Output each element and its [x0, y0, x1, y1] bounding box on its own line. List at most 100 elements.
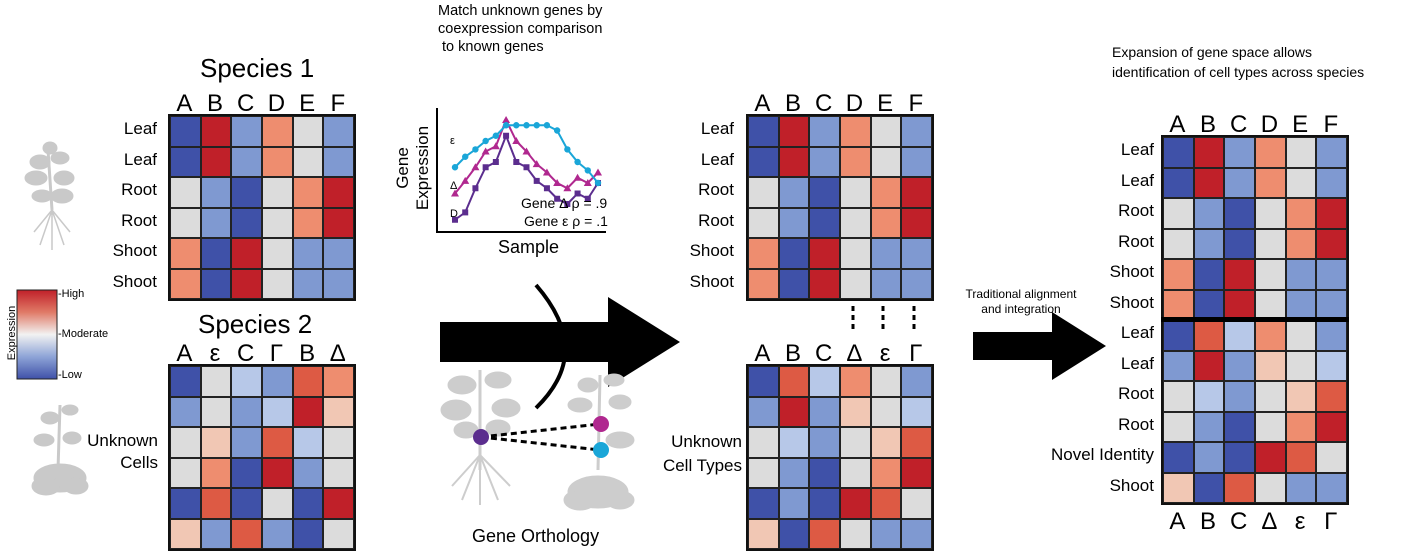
heatmap-cell [778, 427, 810, 458]
heatmap-cell [1285, 289, 1317, 320]
column-label: Δ [846, 340, 863, 367]
heatmap-cell [200, 396, 232, 427]
heatmap-cell [1163, 228, 1194, 259]
data-point [502, 122, 510, 129]
column-label: Γ [909, 340, 923, 367]
heatmap-cell [870, 207, 902, 238]
column-label: Δ [329, 340, 346, 367]
heatmap-cell [870, 238, 902, 269]
orthology-link-2 [480, 435, 601, 452]
legend-title: Expression [6, 305, 18, 361]
heatmap-cell [1254, 411, 1286, 442]
data-point [533, 177, 540, 184]
heatmap-cell [1285, 259, 1317, 290]
heatmap-cell [1316, 228, 1347, 259]
heatmap-cell [200, 366, 232, 397]
heatmap-cell [1193, 320, 1225, 351]
data-point [532, 160, 541, 168]
row-label: Shoot [1109, 292, 1154, 312]
heatmap-cell [1224, 411, 1255, 442]
heatmap-cell [901, 488, 932, 519]
plant-species1-icon [24, 141, 75, 250]
heatmap-cell [170, 457, 201, 488]
data-point [502, 116, 511, 123]
gene-eps-rho: Gene ε ρ = .1 [524, 213, 608, 229]
heatmap-cell [323, 177, 354, 208]
column-label: F [1323, 111, 1339, 138]
heatmap-cell [1163, 167, 1194, 198]
heatmap-cell [292, 518, 324, 549]
heatmap-cell [1285, 320, 1317, 351]
heatmap-cell [1316, 137, 1347, 168]
heatmap-cell [231, 238, 262, 269]
heatmap-cell [1224, 259, 1255, 290]
heatmap-cell [200, 268, 232, 299]
heatmap-cell [839, 238, 871, 269]
column-label: B [785, 340, 802, 367]
heatmap-cell [1224, 442, 1255, 473]
heatmap-cell [870, 177, 902, 208]
heatmap-cell [1193, 381, 1225, 412]
column-label: A [1169, 111, 1186, 138]
row-label: Leaf [123, 119, 157, 138]
data-point [513, 159, 520, 165]
heatmap-cell [1316, 259, 1347, 290]
heatmap-cell [809, 396, 840, 427]
data-point [472, 146, 479, 153]
plant-species2-icon [31, 404, 89, 496]
heatmap-cell [1285, 137, 1317, 168]
heatmap-cell [901, 177, 932, 208]
column-label: C [815, 340, 833, 367]
unknown-cell-types-label: Unknown Cell Types [662, 432, 742, 475]
heatmap-cell [261, 518, 293, 549]
column-label: Γ [269, 340, 284, 367]
data-point [522, 147, 531, 155]
heatmap-cell [323, 146, 354, 177]
heatmap-cell [870, 366, 902, 397]
heatmap-cell [809, 238, 840, 269]
heatmap-cell [839, 207, 871, 238]
heatmap-cell [200, 238, 232, 269]
label-delta: Δ [450, 180, 458, 192]
heatmap-cell [901, 518, 932, 549]
heatmap-cell [1285, 381, 1317, 412]
heatmap-cell [1193, 350, 1225, 381]
data-point [553, 179, 562, 186]
column-label: B [785, 90, 802, 117]
data-point [471, 163, 480, 171]
heatmap-cell [1163, 320, 1194, 351]
heatmap-cell [748, 488, 779, 519]
heatmap-cell [323, 238, 354, 269]
heatmap-cell [170, 146, 201, 177]
heatmap-cell [809, 518, 840, 549]
gene-node-magenta [593, 416, 609, 432]
heatmap-cell [1316, 381, 1347, 412]
row-label: Leaf [700, 119, 734, 138]
heatmap-cell [839, 146, 871, 177]
heatmap-cell [231, 518, 262, 549]
integration-arrow [973, 312, 1106, 380]
heatmap-cell [870, 146, 902, 177]
heatmap-cell [748, 177, 779, 208]
column-label: B [299, 340, 316, 367]
heatmap-cell [292, 488, 324, 519]
data-point [462, 209, 469, 216]
heatmap-cell [1193, 228, 1225, 259]
data-point [503, 132, 510, 139]
heatmap-cell [778, 396, 810, 427]
column-label: A [754, 340, 771, 367]
data-point [513, 122, 520, 129]
data-point [451, 164, 459, 171]
heatmap-cell [1163, 198, 1194, 229]
row-label: Novel Identity [1051, 445, 1154, 464]
heatmap-cell [231, 396, 262, 427]
legend-colorbar [16, 289, 58, 380]
heatmap-cell [200, 116, 232, 147]
row-label: Root [1118, 201, 1154, 220]
heatmap-cell [261, 116, 293, 147]
heatmap-cell [901, 268, 932, 299]
heatmap-cell [870, 457, 902, 488]
data-point [482, 137, 489, 145]
